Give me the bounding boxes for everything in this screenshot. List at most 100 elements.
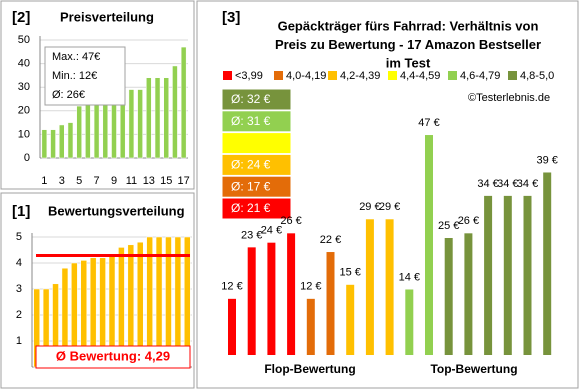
y-tick-label: 0: [24, 152, 30, 164]
bar: [119, 96, 126, 159]
bar: [444, 238, 453, 355]
bar: [50, 129, 56, 159]
legend-label: <3,99: [235, 70, 263, 82]
panel-number: [1]: [12, 203, 30, 220]
y-tick-label: 30: [18, 81, 30, 93]
average-label: Ø: 31 €: [231, 114, 271, 128]
x-tick-label: 5: [76, 175, 82, 187]
bar: [93, 101, 100, 159]
value-label: 34 €: [517, 178, 538, 190]
bar: [405, 289, 414, 355]
bar: [306, 298, 315, 355]
legend-swatch: [448, 71, 457, 80]
bar: [85, 103, 91, 159]
value-label: 22 €: [320, 234, 341, 246]
average-box: [221, 132, 292, 155]
chart-title: Preis zu Bewertung - 17 Amazon Bestselle…: [275, 37, 541, 52]
bar: [137, 89, 143, 159]
x-tick-label: 3: [59, 175, 65, 187]
bar: [59, 124, 65, 159]
average-label: Ø: 24 €: [231, 158, 271, 172]
bar: [503, 195, 512, 355]
bar: [228, 298, 236, 355]
average-label: Ø: 32 €: [231, 92, 271, 106]
average-box: [221, 175, 292, 198]
y-tick-label: 5: [16, 231, 22, 243]
bar: [163, 77, 169, 159]
value-label: 12 €: [300, 281, 321, 293]
x-tick-label: 17: [178, 175, 190, 187]
source: ©Testerlebnis.de: [468, 92, 550, 104]
x-tick-label: 13: [143, 175, 155, 187]
value-label: 26 €: [458, 215, 479, 227]
bar: [146, 77, 152, 159]
average-box: [35, 345, 191, 369]
legend-swatch: [274, 71, 283, 80]
bar: [346, 284, 355, 355]
panel-title: Preisverteilung: [60, 9, 154, 24]
bar: [76, 105, 82, 159]
x-tick-label: 11: [126, 175, 137, 187]
bar: [102, 98, 109, 159]
y-tick-label: 4: [16, 257, 22, 269]
value-label: 29 €: [379, 201, 400, 213]
x-tick-label: 1: [41, 175, 47, 187]
value-label: 23 €: [241, 229, 262, 241]
value-label: 34 €: [477, 178, 498, 190]
group-label: Flop-Bewertung: [264, 362, 355, 376]
legend-label: 4,0-4,19: [286, 70, 326, 82]
average-box: [221, 88, 292, 111]
value-label: 29 €: [359, 201, 380, 213]
annotation-box: [44, 46, 126, 106]
bar: [247, 247, 256, 355]
value-label: 12 €: [221, 281, 242, 293]
chart-title: im Test: [386, 55, 431, 70]
y-tick-label: 50: [18, 34, 30, 46]
x-tick-label: 7: [94, 175, 100, 187]
annotation: Max.: 47€: [52, 51, 100, 63]
bar: [385, 219, 394, 355]
value-label: 25 €: [438, 220, 459, 232]
bar: [326, 252, 335, 355]
panel-title: Bewertungsverteilung: [48, 203, 185, 218]
value-label: 34 €: [497, 178, 518, 190]
bar: [523, 195, 532, 355]
y-tick-label: 2: [16, 309, 22, 321]
annotation: Min.: 12€: [52, 70, 97, 82]
value-label: 14 €: [399, 271, 420, 283]
value-label: 26 €: [280, 215, 301, 227]
legend-swatch: [223, 71, 232, 80]
legend-label: 4,2-4,39: [340, 70, 380, 82]
average-box: [221, 197, 292, 220]
group-label: Top-Bewertung: [430, 362, 517, 376]
y-tick-label: 40: [18, 58, 30, 70]
y-tick-label: 20: [18, 105, 30, 117]
average-box: [221, 110, 292, 133]
bar: [365, 219, 374, 355]
bar: [464, 233, 473, 355]
legend-label: 4,4-4,59: [400, 70, 440, 82]
bar: [111, 96, 117, 159]
value-label: 47 €: [418, 117, 439, 129]
bar: [154, 77, 161, 159]
y-tick-label: 10: [18, 128, 30, 140]
bar: [41, 129, 48, 159]
legend-label: 4,6-4,79: [460, 70, 500, 82]
y-tick-label: 3: [16, 283, 22, 295]
y-tick-label: 1: [16, 335, 22, 347]
value-label: 15 €: [339, 267, 360, 279]
bar: [425, 135, 433, 355]
x-tick-label: 9: [111, 175, 117, 187]
bar: [484, 195, 493, 355]
legend-label: 4,8-5,0: [520, 70, 554, 82]
bar: [180, 46, 187, 159]
legend-swatch: [388, 71, 397, 80]
x-tick-label: 15: [160, 175, 172, 187]
bar: [267, 242, 276, 355]
average-label: Ø: 21 €: [231, 201, 271, 215]
bar: [287, 233, 296, 355]
average-box: [221, 153, 292, 176]
chart-title: Gepäckträger fürs Fahrrad: Verhältnis vo…: [278, 18, 539, 33]
bar: [67, 122, 74, 159]
